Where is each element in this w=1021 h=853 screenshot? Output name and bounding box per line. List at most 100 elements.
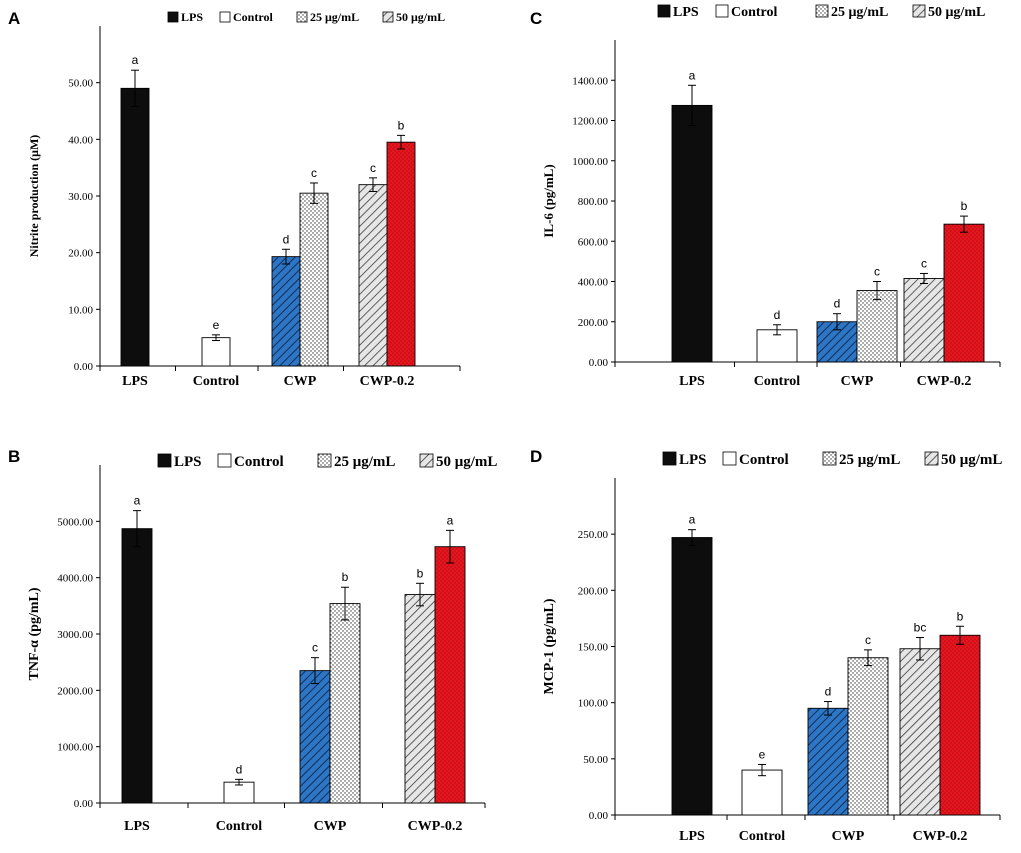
bar-lps-0	[120, 87, 150, 367]
significance-label: a	[689, 68, 696, 82]
legend-swatch-0	[157, 453, 172, 468]
x-category-label: LPS	[679, 829, 705, 844]
bar-cwp-0	[807, 707, 849, 816]
legend-label-3: 50 μg/mL	[941, 452, 1002, 468]
bar-control-0	[201, 337, 231, 367]
significance-label: c	[874, 265, 880, 279]
x-category-label: Control	[193, 374, 240, 389]
significance-label: a	[134, 494, 141, 508]
bar-cwp-1	[299, 192, 329, 367]
x-category-label: Control	[739, 829, 786, 844]
y-axis-label: MCP-1 (pg/mL)	[542, 598, 557, 694]
x-category-label: CWP-0.2	[408, 819, 463, 834]
y-tick-label: 1400.00	[572, 75, 608, 87]
plot-B: 0.00 1000.00 2000.00 3000.00 4000.00 5000.00 L…	[27, 465, 486, 834]
significance-label: e	[213, 318, 220, 332]
bar-control-0	[756, 329, 798, 363]
bar-cwp-0	[299, 670, 331, 804]
y-tick-label: 4000.00	[57, 573, 93, 585]
x-category-label: Control	[754, 374, 801, 389]
y-tick-label: 30.00	[68, 191, 93, 203]
panel-letter-A: A	[8, 9, 20, 28]
y-tick-label: 0.00	[589, 810, 609, 822]
plot-C: 0.00 200.00 400.00 600.00 800.00 1000.00 1200.…	[541, 40, 1001, 389]
y-tick-label: 250.00	[578, 529, 609, 541]
y-tick-label: 0.00	[74, 361, 94, 373]
legend-label-2: 25 μg/mL	[310, 10, 359, 24]
y-axis-label: TNF-α (pg/mL)	[27, 587, 42, 680]
x-category-label: CWP	[841, 374, 874, 389]
x-category-label: CWP	[832, 829, 865, 844]
legend-swatch-3	[912, 4, 926, 18]
legend-swatch-2	[815, 4, 829, 18]
legend-A: LPS Control 25 μg/mL 50 μg/mL	[167, 10, 445, 24]
bar-cwp-0.2-1	[434, 546, 466, 804]
panel-B: B LPS Control 25 μg/mL 50 μg/mL 0.00 1000.00…	[8, 447, 497, 834]
legend-label-0: LPS	[181, 10, 203, 24]
bar-cwp-0.2-1	[386, 141, 416, 367]
bar-cwp-0.2-0	[903, 278, 945, 363]
significance-label: b	[342, 570, 349, 584]
panel-D: D LPS Control 25 μg/mL 50 μg/mL 0.00 50.00 10…	[530, 447, 1002, 844]
y-tick-label: 5000.00	[57, 516, 93, 528]
legend-label-0: LPS	[673, 5, 699, 20]
y-tick-label: 600.00	[578, 236, 609, 248]
legend-label-3: 50 μg/mL	[928, 5, 985, 20]
y-tick-label: 10.00	[68, 304, 93, 316]
legend-label-1: Control	[739, 452, 789, 468]
significance-label: d	[825, 685, 832, 699]
legend-label-3: 50 μg/mL	[396, 10, 445, 24]
legend-C: LPS Control 25 μg/mL 50 μg/mL	[657, 4, 985, 20]
bar-lps-0	[121, 528, 153, 804]
legend-swatch-1	[217, 453, 232, 468]
bar-lps-0	[671, 537, 713, 816]
bar-cwp-1	[856, 290, 898, 363]
legend-swatch-3	[924, 451, 939, 466]
significance-label: c	[370, 161, 376, 175]
panel-letter-D: D	[530, 447, 542, 466]
x-category-label: CWP-0.2	[917, 374, 972, 389]
x-category-label: LPS	[124, 819, 150, 834]
y-tick-label: 50.00	[583, 754, 608, 766]
significance-label: b	[957, 609, 964, 623]
legend-swatch-2	[317, 453, 332, 468]
y-tick-label: 20.00	[68, 248, 93, 260]
y-tick-label: 100.00	[578, 698, 609, 710]
legend-label-1: Control	[234, 454, 284, 470]
significance-label: c	[312, 641, 318, 655]
legend-swatch-1	[219, 11, 231, 23]
significance-label: c	[311, 166, 317, 180]
legend-swatch-2	[296, 11, 308, 23]
plot-A: 0.00 10.00 20.00 30.00 40.00 50.00 LPS Control C…	[27, 26, 461, 389]
legend-label-2: 25 μg/mL	[334, 454, 395, 470]
x-category-label: CWP-0.2	[913, 829, 968, 844]
legend-swatch-1	[715, 4, 729, 18]
y-tick-label: 0.00	[74, 798, 94, 810]
y-tick-label: 200.00	[578, 585, 609, 597]
x-category-label: LPS	[122, 374, 148, 389]
panel-letter-C: C	[530, 9, 542, 28]
x-category-label: LPS	[679, 374, 705, 389]
legend-swatch-0	[167, 11, 179, 23]
bar-lps-0	[671, 104, 713, 363]
significance-label: b	[398, 118, 405, 132]
bar-cwp-0.2-0	[899, 648, 941, 816]
y-tick-label: 1000.00	[57, 742, 93, 754]
legend-label-0: LPS	[679, 452, 707, 468]
y-tick-label: 200.00	[578, 317, 609, 329]
y-tick-label: 800.00	[578, 196, 609, 208]
significance-label: a	[689, 513, 696, 527]
legend-label-0: LPS	[174, 454, 202, 470]
y-tick-label: 1200.00	[572, 116, 608, 128]
legend-label-2: 25 μg/mL	[831, 5, 888, 20]
y-tick-label: 150.00	[578, 642, 609, 654]
legend-label-1: Control	[731, 5, 778, 20]
significance-label: a	[132, 53, 139, 67]
plot-D: 0.00 50.00 100.00 150.00 200.00 250.00 LPS Cont…	[542, 478, 1001, 844]
y-tick-label: 0.00	[589, 357, 609, 369]
bar-cwp-0.2-1	[943, 223, 985, 363]
legend-swatch-0	[662, 451, 677, 466]
significance-label: b	[961, 199, 968, 213]
significance-label: bc	[914, 621, 927, 635]
y-axis-label: Nitrite production (μM)	[27, 135, 41, 258]
